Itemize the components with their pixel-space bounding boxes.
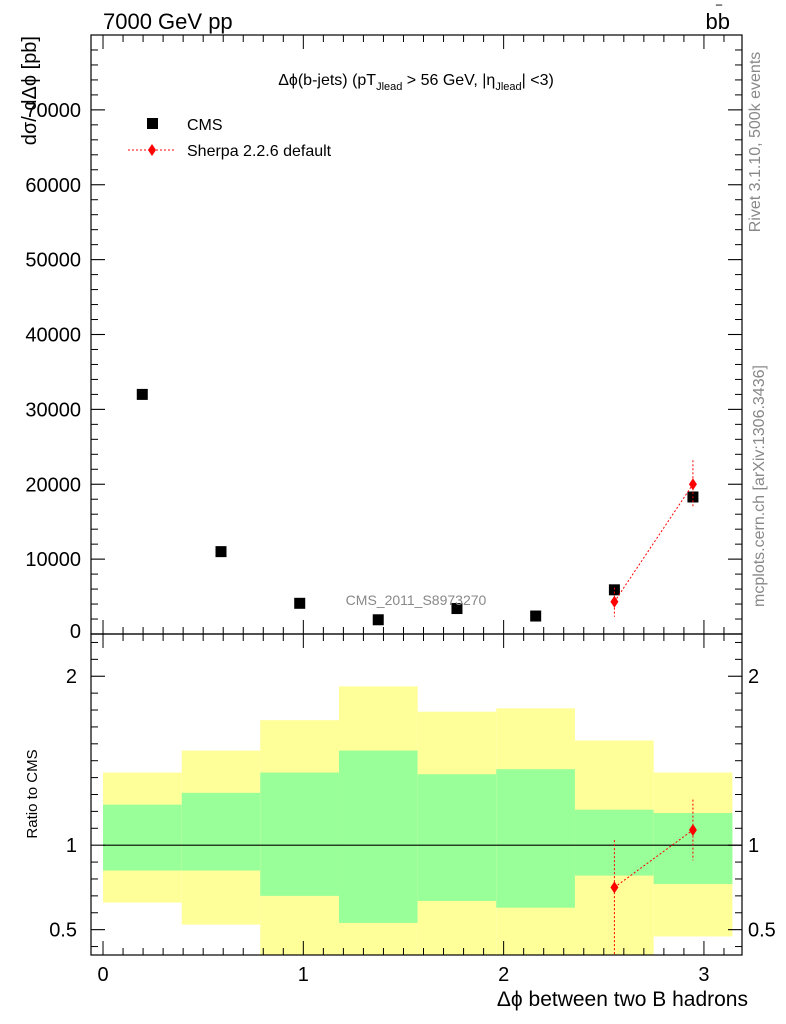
ratio-green-band-bin: [338, 750, 418, 923]
ratio-sherpa-line: [614, 829, 694, 888]
cms-data-point: [294, 597, 306, 609]
cms-data-point: [530, 610, 542, 622]
ratio-green-band-bin: [496, 769, 575, 908]
ratio-green-band-bin: [417, 774, 497, 901]
ratio-y-tick-label: 2: [66, 666, 77, 688]
sherpa-data-point: [610, 595, 619, 608]
process-antiquark-bar: ‾: [715, 4, 722, 21]
ratio-y-axis-label: Ratio to CMS: [24, 749, 41, 838]
x-tick-label: 2: [498, 964, 509, 986]
ratio-sherpa-point: [688, 823, 697, 836]
sherpa-data-point: [688, 478, 697, 491]
ratio-y-tick-label-right: 2: [748, 666, 759, 688]
ratio-plot-panel: 0.5 0.5 1 1 2 2 0 1 2 3 Ratio to CMS Δϕ between t…: [24, 633, 776, 1011]
cms-data-point: [215, 546, 227, 558]
mcplots-label: mcplots.cern.ch [arXiv:1306.3436]: [751, 365, 768, 607]
x-axis-label: Δϕ between two B hadrons: [497, 988, 748, 1011]
ratio-green-band-bin: [181, 792, 261, 871]
main-y-axis-label: dσ/ dΔϕ [pb]: [19, 36, 41, 145]
main-y-tick-label: 40000: [25, 325, 81, 347]
main-plot-axes: 0 10000 20000 30000 40000 50000 60000 70000: [25, 35, 742, 643]
main-y-tick-label: 0: [70, 621, 81, 643]
legend-cms-label: CMS: [187, 117, 223, 134]
ratio-plot-axes: 0.5 0.5 1 1 2 2 0 1 2 3: [49, 634, 776, 986]
x-tick-label: 1: [298, 964, 309, 986]
main-y-tick-label: 60000: [25, 175, 81, 197]
process-label: bb: [706, 9, 730, 34]
main-y-tick-label: 50000: [25, 250, 81, 272]
cms-data-point: [136, 388, 148, 400]
main-y-tick-label: 30000: [25, 399, 81, 421]
ratio-y-tick-label-right: 0.5: [748, 920, 776, 942]
rivet-label: Rivet 3.1.10, 500k events: [747, 52, 764, 233]
legend: CMS Sherpa 2.2.6 default: [128, 117, 332, 160]
ratio-uncertainty-bands: [103, 686, 733, 955]
cms-data-point: [451, 603, 463, 615]
ratio-sherpa-point: [610, 881, 619, 894]
cms-data-point: [372, 614, 384, 626]
cms-data-point: [608, 584, 620, 596]
analysis-watermark: CMS_2011_S8973270: [346, 592, 487, 608]
main-plot-title: Δϕ(b-jets) (pTJlead > 56 GeV, |ηJlead| <…: [278, 72, 554, 93]
energy-label: 7000 GeV pp: [103, 9, 233, 34]
main-plot-marks: [136, 388, 699, 626]
legend-sherpa-marker: [148, 144, 156, 156]
main-y-tick-label: 20000: [25, 474, 81, 496]
legend-cms-marker: [147, 118, 158, 129]
main-y-tick-label: 10000: [25, 549, 81, 571]
sherpa-line: [613, 483, 694, 603]
main-y-tick-label: 70000: [25, 100, 81, 122]
ratio-y-tick-label: 0.5: [49, 920, 77, 942]
ratio-green-band-bin: [103, 804, 182, 871]
ratio-plot-marks: [610, 799, 697, 955]
legend-sherpa-label: Sherpa 2.2.6 default: [187, 143, 332, 160]
ratio-y-tick-label: 1: [66, 835, 77, 857]
ratio-green-band-bin: [260, 772, 339, 896]
x-tick-label: 3: [698, 964, 709, 986]
x-tick-label: 0: [97, 964, 108, 986]
ratio-y-tick-label-right: 1: [748, 835, 759, 857]
main-plot-panel: 0 10000 20000 30000 40000 50000 60000 70000 Δϕ(…: [19, 34, 743, 643]
